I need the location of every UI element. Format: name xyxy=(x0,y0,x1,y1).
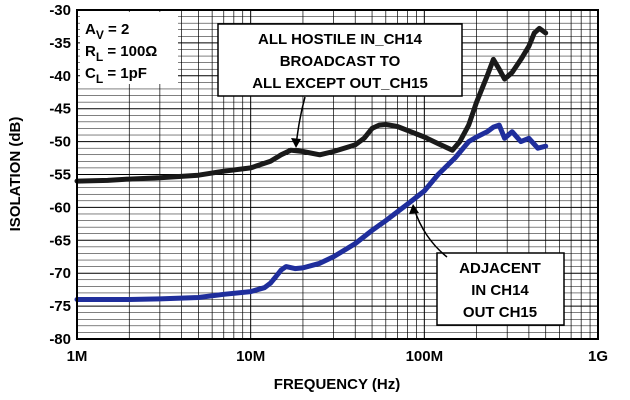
y-tick-label: -70 xyxy=(49,265,71,282)
x-tick-labels: 1M 10M 100M 1G xyxy=(67,348,608,365)
y-tick-label: -60 xyxy=(49,199,71,216)
annotation-adjacent-line-3: OUT CH15 xyxy=(463,304,537,321)
annotation-hostile: ALL HOSTILE IN_CH14 BROADCAST TO ALL EXC… xyxy=(217,23,463,148)
condition-rl: RL = 100Ω xyxy=(85,43,157,64)
y-tick-label: -75 xyxy=(49,298,71,315)
y-tick-label: -65 xyxy=(49,232,71,249)
x-tick-label: 100M xyxy=(406,348,444,365)
series-layer xyxy=(74,25,549,302)
plot-frame xyxy=(76,9,599,340)
y-tick-label: -35 xyxy=(49,35,71,52)
y-tick-label: -40 xyxy=(49,68,71,85)
y-tick-label: -30 xyxy=(49,2,71,19)
series-line-2 xyxy=(74,122,549,302)
annotation-hostile-line-2: BROADCAST TO xyxy=(280,53,401,70)
condition-cl: CL = 1pF xyxy=(85,65,147,86)
y-tick-label: -50 xyxy=(49,134,71,151)
x-axis-title: FREQUENCY (Hz) xyxy=(274,376,400,393)
y-axis-title: ISOLATION (dB) xyxy=(7,117,24,232)
condition-av: AV = 2 xyxy=(85,21,129,42)
conditions-box: AV = 2 RL = 100Ω CL = 1pF xyxy=(80,12,178,86)
x-tick-label: 1G xyxy=(588,348,608,365)
annotation-adjacent-line-2: IN CH14 xyxy=(471,282,529,299)
y-tick-label: -45 xyxy=(49,101,71,118)
annotation-hostile-line-3: ALL EXCEPT OUT_CH15 xyxy=(252,75,428,92)
x-tick-label: 1M xyxy=(67,348,88,365)
annotation-adjacent: ADJACENT IN CH14 OUT CH15 xyxy=(409,204,565,326)
y-tick-labels: -30 -35 -40 -45 -50 -55 -60 -65 -70 -75 -80 xyxy=(49,2,71,348)
series-line-1 xyxy=(74,25,549,184)
x-tick-label: 10M xyxy=(236,348,265,365)
y-tick-label: -55 xyxy=(49,167,71,184)
annotation-adjacent-line-1: ADJACENT xyxy=(459,260,541,277)
y-tick-label: -80 xyxy=(49,331,71,348)
annotation-hostile-line-1: ALL HOSTILE IN_CH14 xyxy=(258,31,423,48)
